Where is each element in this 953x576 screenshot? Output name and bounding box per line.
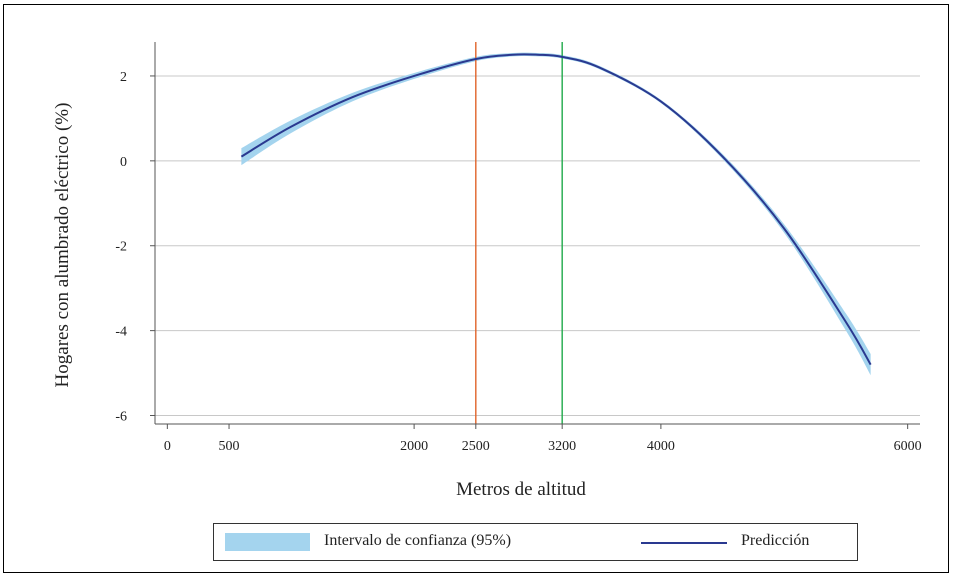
legend-band-label: Intervalo de confianza (95%) (324, 532, 512, 549)
prediction-line (240, 53, 872, 366)
y-axis-title: Hogares con alumbrado eléctrico (%) (52, 103, 73, 388)
x-tick-label: 500 (219, 439, 240, 454)
legend-band-swatch (225, 533, 310, 551)
reference-lines (475, 42, 563, 424)
y-tick-label: -4 (115, 325, 127, 340)
y-tick-label: 2 (120, 70, 127, 85)
gridlines (155, 75, 920, 417)
x-tick-label: 4000 (647, 439, 675, 454)
y-tick-label: -2 (115, 240, 127, 255)
x-axis-title: Metros de altitud (456, 479, 586, 500)
x-tick-label: 3200 (548, 439, 576, 454)
y-tick-label: 0 (120, 155, 127, 170)
confidence-band (241, 52, 871, 376)
x-tick-label: 2500 (462, 439, 490, 454)
y-tick-label: -6 (115, 410, 127, 425)
confidence-band-area (241, 52, 871, 376)
prediction-curve (240, 53, 872, 366)
legend-line-swatch (641, 542, 727, 544)
x-tick-label: 2000 (400, 439, 428, 454)
legend: Intervalo de confianza (95%) Predicción (213, 523, 858, 561)
legend-line-label: Predicción (741, 532, 810, 549)
x-tick-label: 0 (164, 439, 171, 454)
x-tick-label: 6000 (894, 439, 922, 454)
tick-labels: 2 0 -2 -4 -6 0 500 2000 2500 3200 4000 6000 (115, 70, 921, 454)
axes (150, 42, 920, 429)
